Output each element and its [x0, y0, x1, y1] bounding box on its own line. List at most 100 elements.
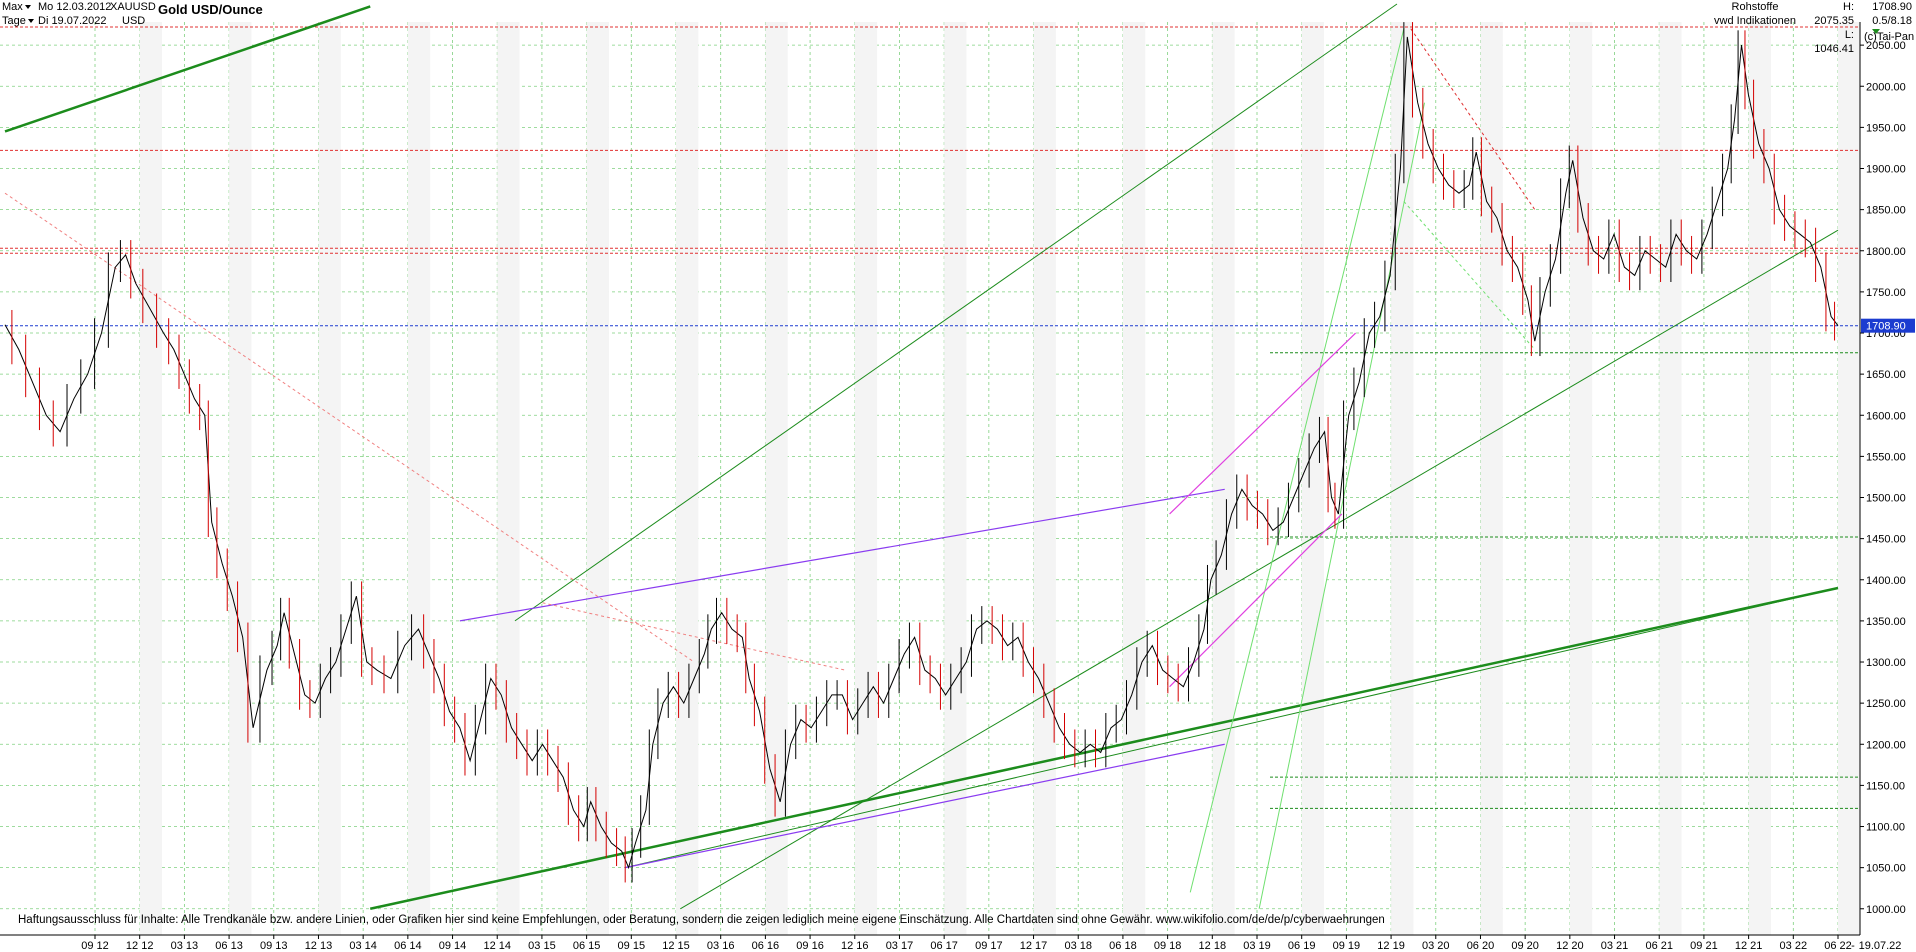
y-tick-label: 1050.00 — [1866, 863, 1906, 875]
x-band — [1659, 22, 1682, 935]
chevron-down-icon — [24, 5, 31, 10]
x-tick-label: 12 12 — [126, 940, 154, 952]
trendline — [625, 743, 1225, 869]
currency: USD — [122, 15, 146, 27]
x-tick-label: 09 16 — [796, 940, 824, 952]
x-tick-label: 09 15 — [618, 940, 646, 952]
trendlines — [4, 3, 1839, 910]
interval-select-label: Tage — [2, 15, 26, 27]
info-range-box: H: 2075.35 L: 1046.41 — [1804, 0, 1854, 56]
x-tick-marker: - — [1851, 940, 1855, 952]
x-tick-label: 09 21 — [1690, 940, 1718, 952]
x-tick-label: 06 13 — [215, 940, 243, 952]
x-band — [765, 22, 788, 935]
x-tick-label: 06 14 — [394, 940, 422, 952]
x-band — [139, 22, 163, 935]
y-tick-label: 1350.00 — [1866, 616, 1906, 628]
x-tick-label: 03 18 — [1064, 940, 1092, 952]
x-tick-label: 06 16 — [752, 940, 780, 952]
trendline — [369, 586, 1839, 910]
x-band — [1748, 22, 1771, 935]
y-axis: 1000.00 1050.00 1100.00 1150.00 1200.00 1250.… — [1859, 22, 1915, 935]
copyright: (c)Tai-Pan — [1864, 31, 1915, 43]
x-band — [944, 22, 967, 935]
x-band — [318, 22, 341, 935]
x-tick-label: 03 15 — [528, 940, 556, 952]
disclaimer-text: Haftungsausschluss für Inhalte: Alle Tre… — [18, 914, 1385, 926]
info-category: Rohstoffe — [1731, 1, 1779, 13]
x-tick-label: 03 13 — [171, 940, 199, 952]
y-tick-label: 1850.00 — [1866, 205, 1906, 217]
info-last-box: 1708.90 0.5/8.18 — [1862, 0, 1912, 28]
y-tick-label: 1450.00 — [1866, 534, 1906, 546]
chevron-down-icon — [27, 19, 34, 24]
y-tick-label: 1300.00 — [1866, 657, 1906, 669]
x-tick-label: 03 17 — [886, 940, 914, 952]
x-band — [676, 22, 699, 935]
y-tick-label: 2050.00 — [1866, 40, 1906, 52]
x-tick-label: 03 19 — [1243, 940, 1271, 952]
x-tick-label: 06 22 — [1824, 940, 1852, 952]
y-tick-label: 1500.00 — [1866, 493, 1906, 505]
x-tick-label: 06 19 — [1288, 940, 1316, 952]
x-tick-label: 12 21 — [1735, 940, 1763, 952]
end-date: Di 19.07.2022 — [38, 15, 107, 27]
trendline — [542, 602, 846, 671]
y-tick-label: 1400.00 — [1866, 575, 1906, 587]
x-tick-label: 09 13 — [260, 940, 288, 952]
price-line — [4, 36, 1839, 870]
info-low: L: 1046.41 — [1814, 29, 1854, 55]
x-band — [1122, 22, 1146, 935]
collapse-arrow-icon[interactable] — [1872, 29, 1880, 34]
x-tick-label: 03 16 — [707, 940, 735, 952]
range-select[interactable]: Max — [2, 1, 31, 13]
info-high: H: 2075.35 — [1814, 1, 1854, 27]
last-price-badge — [1861, 318, 1915, 333]
x-tick-label: 06 18 — [1109, 940, 1137, 952]
y-tick-label: 1250.00 — [1866, 698, 1906, 710]
y-tick-label: 1550.00 — [1866, 451, 1906, 463]
y-tick-label: 2000.00 — [1866, 81, 1906, 93]
x-tick-label: 09 17 — [975, 940, 1003, 952]
x-tick-label: 09 19 — [1333, 940, 1361, 952]
x-tick-label: 06 15 — [573, 940, 601, 952]
interval-select[interactable]: Tage — [2, 15, 34, 27]
trendline — [4, 192, 695, 663]
start-date: Mo 12.03.2012 — [38, 1, 112, 13]
trendline — [1258, 102, 1426, 909]
x-tick-label: 03 20 — [1422, 940, 1450, 952]
chart-title: Gold USD/Ounce — [158, 2, 263, 17]
x-tick-label: 12 17 — [1020, 940, 1048, 952]
x-tick-label: 12 16 — [841, 940, 869, 952]
price-series — [4, 22, 1839, 883]
x-tick-label: 06 20 — [1467, 940, 1495, 952]
y-tick-label: 1750.00 — [1866, 287, 1906, 299]
x-axis: 09 12 12 12 03 13 06 13 09 13 12 13 03 14 06 14… — [0, 934, 1901, 952]
info-last: 1708.90 — [1872, 1, 1912, 13]
x-tick-label: 09 20 — [1511, 940, 1539, 952]
info-category-box: Rohstoffe vwd Indikationen — [1712, 0, 1798, 28]
info-version: 0.5/8.18 — [1872, 15, 1912, 27]
y-tick-label: 1650.00 — [1866, 369, 1906, 381]
y-tick-label: 1000.00 — [1866, 904, 1906, 916]
y-tick-label: 1150.00 — [1866, 780, 1905, 792]
x-tick-label: 03 14 — [349, 940, 377, 952]
x-band — [1033, 22, 1056, 935]
x-tick-label: 12 18 — [1199, 940, 1227, 952]
y-tick-label: 1950.00 — [1866, 122, 1906, 134]
x-tick-label: 09 12 — [81, 940, 109, 952]
x-tick-label: 09 14 — [439, 940, 467, 952]
x-tick-label: 12 14 — [483, 940, 511, 952]
x-tick-label: 12 15 — [662, 940, 690, 952]
trendline — [459, 488, 1225, 622]
x-band — [1212, 22, 1235, 935]
x-tick-label: 12 19 — [1377, 940, 1405, 952]
x-tick-label: 09 18 — [1154, 940, 1182, 952]
x-band — [229, 22, 252, 935]
trendline — [514, 3, 1398, 622]
trendline — [1189, 28, 1405, 893]
trendline — [4, 5, 371, 133]
x-band — [497, 22, 520, 935]
x-tick-label: 03 22 — [1780, 940, 1808, 952]
